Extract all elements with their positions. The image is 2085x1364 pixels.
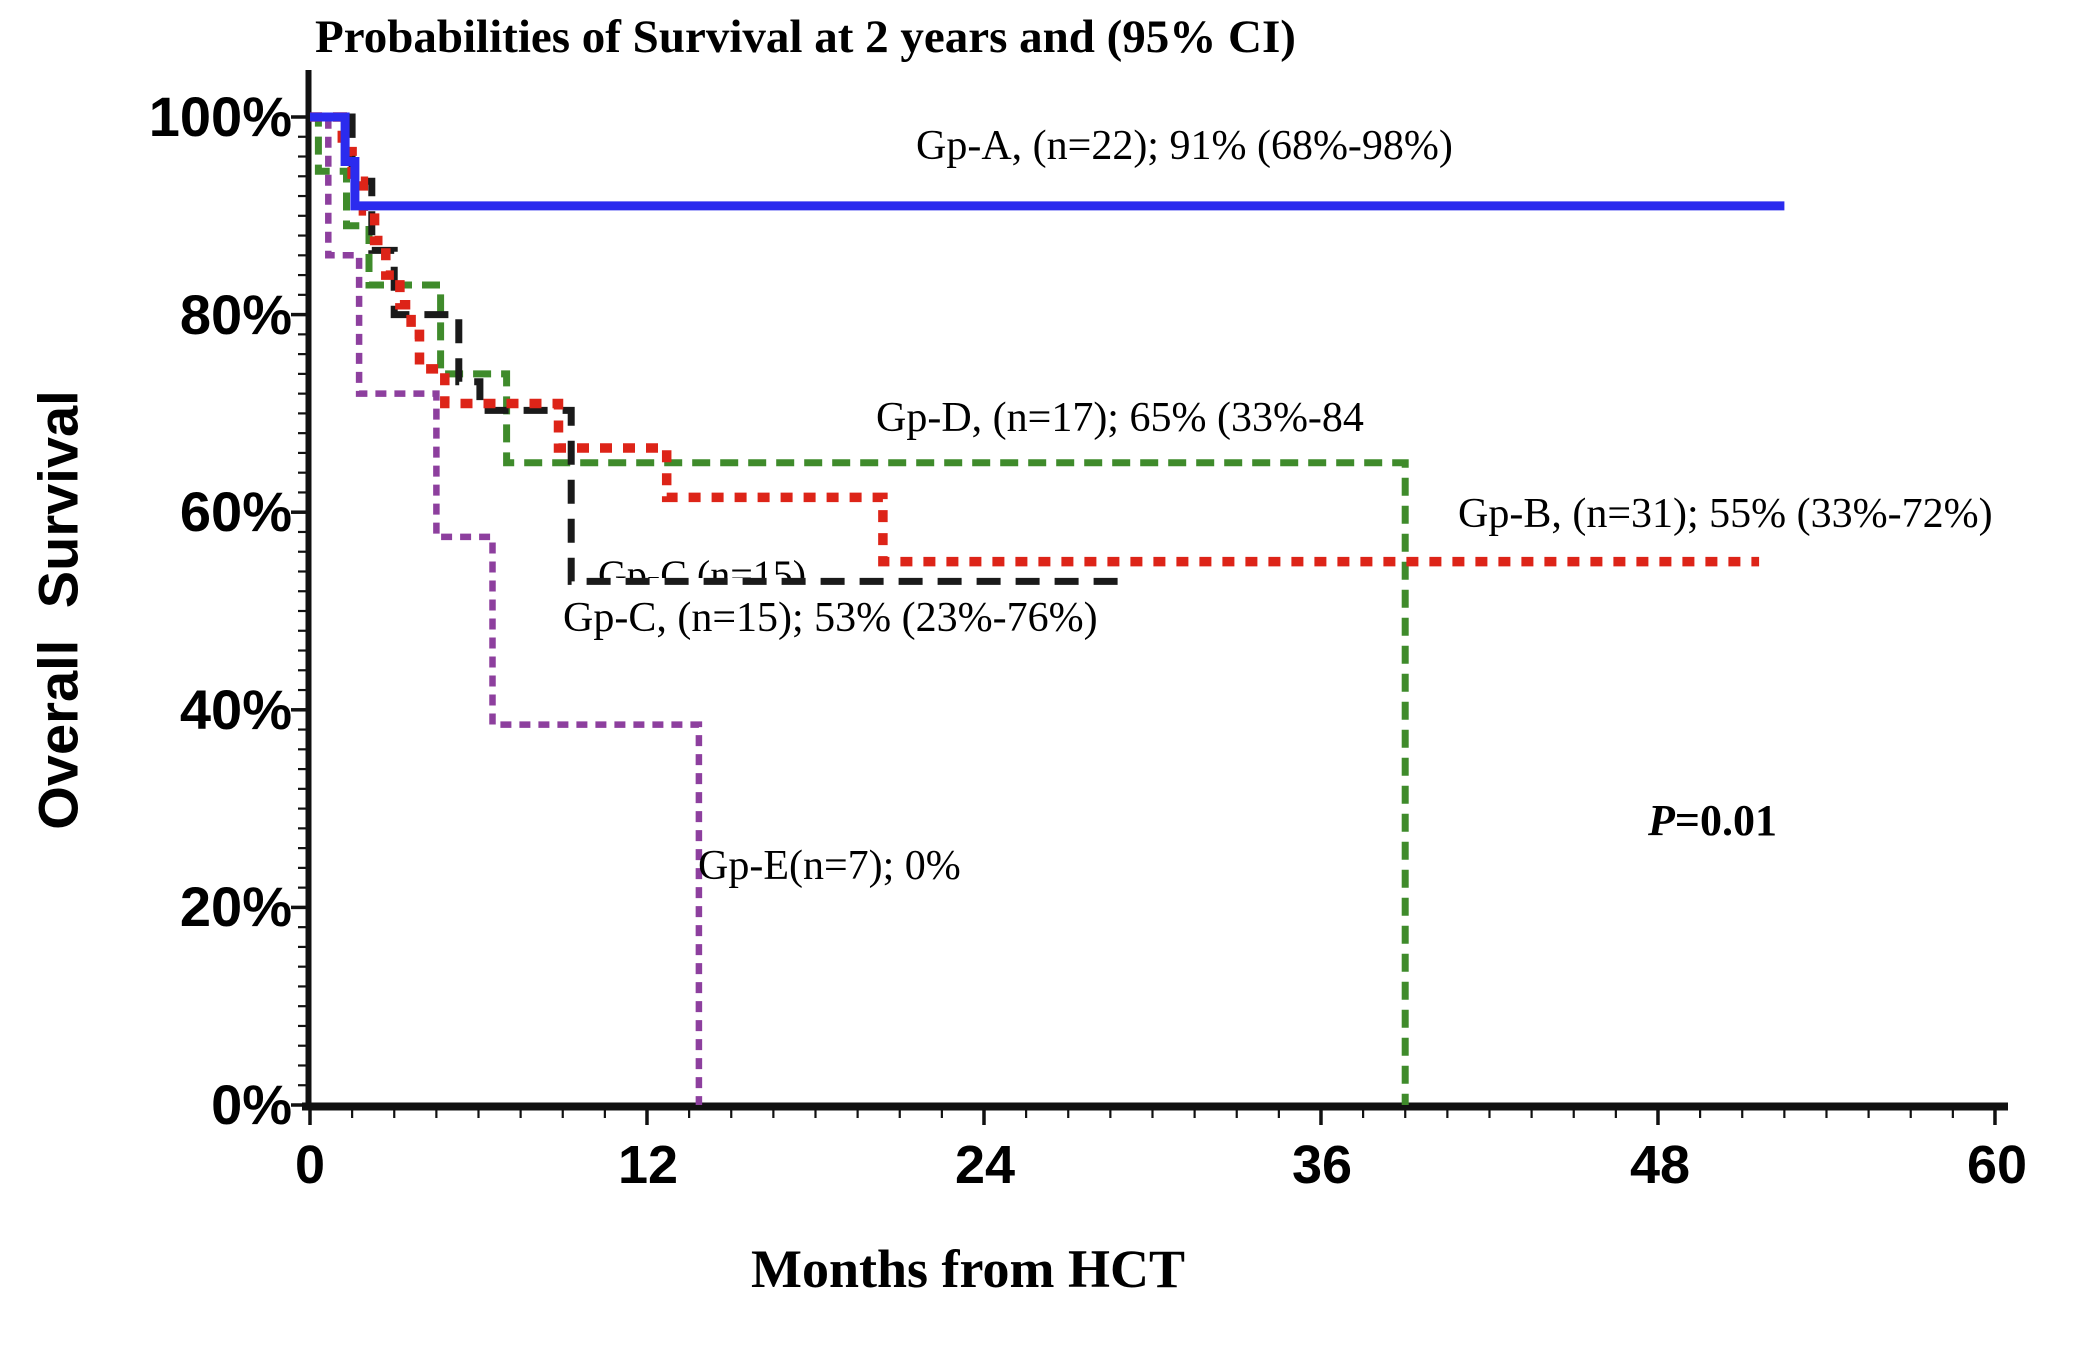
- x-tick-36: 36: [1291, 1135, 1353, 1195]
- curve-gp-e: [310, 113, 703, 1105]
- series-label-gp-a: Gp-A, (n=22); 91% (68%-98%): [916, 123, 1453, 169]
- x-tick-24: 24: [954, 1135, 1016, 1195]
- y-tick-40: 40%: [179, 678, 292, 741]
- x-tick-12: 12: [617, 1135, 679, 1195]
- series-label-gp-c: Gp-C, (n=15); 53% (23%-76%): [563, 595, 1098, 641]
- p-value-number: =0.01: [1674, 796, 1777, 845]
- curve-gp-a: [310, 112, 1785, 211]
- y-tick-0: 0%: [211, 1073, 292, 1136]
- curve-gp-d: [310, 113, 1409, 1105]
- x-tick-0: 0: [294, 1135, 326, 1195]
- x-tick-48: 48: [1629, 1135, 1691, 1195]
- chart-title: Probabilities of Survival at 2 years and…: [315, 11, 1296, 63]
- series-label-gp-e: Gp-E(n=7); 0%: [698, 843, 961, 889]
- curve-gp-c: [310, 113, 1128, 585]
- partially-hidden-series-label: Gp-C (n=15): [598, 552, 807, 578]
- p-value-symbol: P: [1648, 796, 1675, 845]
- curve-gp-b: [310, 112, 1760, 567]
- series-label-gp-b: Gp-B, (n=31); 55% (33%-72%): [1458, 491, 1993, 537]
- y-tick-100: 100%: [148, 85, 292, 148]
- x-tick-60: 60: [1966, 1135, 2028, 1195]
- y-tick-80: 80%: [179, 283, 292, 346]
- x-axis-title: Months from HCT: [750, 1239, 1185, 1299]
- y-tick-20: 20%: [179, 875, 292, 938]
- y-tick-60: 60%: [179, 480, 292, 543]
- series-label-gp-d: Gp-D, (n=17); 65% (33%-84: [876, 395, 1364, 441]
- p-value-annotation: P=0.01: [1648, 795, 1777, 846]
- y-axis-title: Overall Survival: [26, 390, 90, 830]
